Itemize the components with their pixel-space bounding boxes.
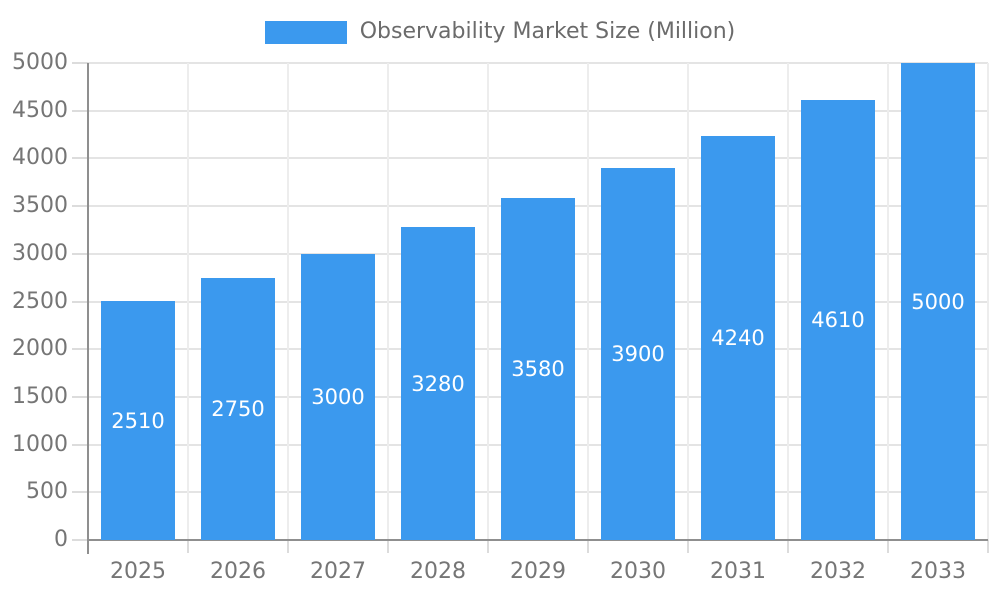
x-axis-line <box>88 539 988 541</box>
x-tick <box>987 540 989 553</box>
bar-value-label: 3280 <box>411 371 465 396</box>
y-tick <box>72 395 88 398</box>
y-axis-label: 4500 <box>12 97 68 123</box>
bar-2030: 3900 <box>601 168 675 540</box>
x-axis-label: 2033 <box>910 559 966 584</box>
y-tick <box>72 539 88 541</box>
legend-item[interactable]: Observability Market Size (Million) <box>264 18 736 46</box>
gridline-x <box>387 63 389 540</box>
y-axis-label: 2500 <box>12 288 68 314</box>
x-tick <box>787 540 789 553</box>
gridline-x <box>687 63 689 540</box>
bar-2031: 4240 <box>701 136 775 540</box>
gridline-y <box>88 109 988 112</box>
y-axis-label: 3000 <box>12 240 68 266</box>
bar-2033: 5000 <box>901 63 975 540</box>
y-tick <box>72 300 88 303</box>
y-tick <box>72 205 88 208</box>
bar-value-label: 2510 <box>111 408 165 433</box>
y-tick <box>72 443 88 446</box>
bar-value-label: 3580 <box>511 357 565 381</box>
y-tick <box>72 109 88 112</box>
y-tick <box>72 252 88 255</box>
bar-value-label: 4610 <box>811 308 865 332</box>
y-axis-label: 5000 <box>12 50 68 75</box>
plot-area: 0 500 1000 1500 2000 2500 3000 3500 4000 4500 5000… <box>12 50 989 584</box>
y-axis-label: 4000 <box>12 145 68 171</box>
bar-2029: 3580 <box>501 198 575 540</box>
bar-value-label: 4240 <box>711 326 765 350</box>
y-axis-label: 0 <box>54 527 68 552</box>
gridline-x <box>987 63 989 540</box>
bar-value-label: 2750 <box>211 397 265 421</box>
x-axis-label: 2032 <box>810 559 866 584</box>
gridline-x <box>787 63 789 540</box>
bar-2028: 3280 <box>401 227 475 540</box>
bar-2025: 2510 <box>101 301 175 540</box>
x-axis-label: 2030 <box>610 559 666 584</box>
y-tick <box>72 62 88 64</box>
gridline-x <box>887 63 889 540</box>
x-axis-label: 2026 <box>210 559 266 584</box>
x-tick <box>887 540 889 553</box>
bar-2032: 4610 <box>801 100 875 540</box>
gridline-y <box>88 62 988 64</box>
y-axis-label: 2000 <box>12 336 68 362</box>
x-tick <box>587 540 589 553</box>
x-axis-label: 2028 <box>410 559 466 584</box>
bar-value-label: 3000 <box>311 385 365 409</box>
bar-2026: 2750 <box>201 278 275 540</box>
bar-value-label: 3900 <box>611 342 665 366</box>
legend-label: Observability Market Size (Million) <box>359 19 736 44</box>
y-axis-label: 1500 <box>12 383 68 409</box>
bar-2027: 3000 <box>301 254 375 540</box>
gridline-x <box>287 63 289 540</box>
y-axis-line <box>87 63 89 554</box>
x-tick <box>387 540 389 553</box>
x-tick <box>287 540 289 553</box>
x-tick <box>687 540 689 553</box>
y-tick <box>72 491 88 494</box>
y-axis-label: 3500 <box>12 193 68 219</box>
y-tick <box>72 348 88 351</box>
chart-legend: Observability Market Size (Million) <box>0 18 1000 46</box>
y-axis-label: 500 <box>26 479 68 505</box>
gridline-x <box>487 63 489 540</box>
legend-swatch <box>264 20 347 44</box>
gridline-x <box>587 63 589 540</box>
x-tick <box>487 540 489 553</box>
bar-value-label: 5000 <box>911 289 965 314</box>
gridline-x <box>187 63 189 540</box>
gridline-y <box>88 157 988 160</box>
x-axis-label: 2029 <box>510 559 566 584</box>
x-axis-label: 2025 <box>110 559 166 584</box>
x-axis-label: 2027 <box>310 559 366 584</box>
x-tick <box>187 540 189 553</box>
y-tick <box>72 157 88 160</box>
y-axis-label: 1000 <box>12 431 68 457</box>
x-axis-label: 2031 <box>710 559 766 584</box>
